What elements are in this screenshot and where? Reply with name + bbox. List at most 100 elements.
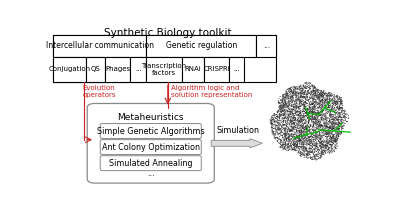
Point bbox=[293, 111, 299, 115]
Point bbox=[334, 117, 341, 121]
Point bbox=[291, 119, 298, 122]
Point bbox=[323, 92, 329, 95]
Point bbox=[312, 156, 318, 159]
Point bbox=[316, 131, 323, 135]
Point bbox=[317, 137, 324, 140]
Point bbox=[271, 112, 277, 116]
Point bbox=[304, 141, 310, 145]
Point bbox=[284, 110, 291, 113]
Point bbox=[292, 117, 298, 120]
Point bbox=[316, 140, 322, 143]
Point bbox=[277, 123, 283, 126]
Point bbox=[332, 145, 339, 149]
Point bbox=[296, 85, 303, 88]
Point bbox=[317, 156, 324, 160]
Point bbox=[305, 139, 311, 143]
Point bbox=[296, 84, 302, 88]
Point bbox=[285, 103, 291, 107]
Point bbox=[304, 120, 310, 124]
Point bbox=[326, 126, 332, 129]
Bar bbox=[130, 57, 146, 82]
Point bbox=[300, 94, 307, 98]
Point bbox=[314, 92, 320, 96]
Point bbox=[323, 120, 329, 124]
Point bbox=[325, 103, 332, 106]
Point bbox=[302, 148, 308, 151]
Point bbox=[290, 126, 296, 129]
Point bbox=[290, 92, 296, 95]
Point bbox=[292, 142, 299, 146]
Point bbox=[277, 145, 283, 149]
Point bbox=[310, 120, 316, 123]
Point bbox=[307, 139, 313, 143]
Point bbox=[286, 129, 292, 133]
Point bbox=[315, 114, 321, 117]
Point bbox=[327, 127, 333, 130]
Point bbox=[286, 134, 292, 138]
Point bbox=[275, 127, 282, 130]
Point bbox=[291, 142, 298, 146]
Point bbox=[319, 118, 325, 122]
Point bbox=[270, 117, 276, 121]
Point bbox=[296, 123, 302, 126]
Point bbox=[328, 121, 334, 125]
Point bbox=[300, 98, 306, 102]
Point bbox=[319, 151, 325, 155]
Point bbox=[328, 140, 334, 143]
Point bbox=[307, 117, 314, 121]
Point bbox=[304, 113, 310, 117]
Point bbox=[271, 121, 278, 124]
Point bbox=[333, 140, 339, 143]
Point bbox=[292, 137, 298, 140]
Point bbox=[326, 113, 333, 117]
Point bbox=[300, 96, 306, 100]
Point bbox=[315, 96, 321, 99]
Point bbox=[312, 129, 318, 133]
Point bbox=[321, 114, 327, 118]
Point bbox=[313, 113, 319, 117]
Point bbox=[339, 107, 345, 110]
Point bbox=[317, 155, 324, 159]
Point bbox=[298, 89, 305, 92]
Point bbox=[314, 157, 320, 161]
Point bbox=[337, 112, 343, 116]
Point bbox=[297, 133, 304, 136]
Point bbox=[316, 127, 323, 131]
Point bbox=[280, 120, 287, 123]
Point bbox=[281, 123, 287, 126]
Point bbox=[274, 118, 281, 121]
Point bbox=[288, 130, 294, 133]
Point bbox=[299, 130, 305, 134]
Point bbox=[306, 128, 313, 132]
Point bbox=[273, 129, 280, 132]
Point bbox=[310, 111, 317, 114]
Point bbox=[317, 145, 324, 148]
Point bbox=[282, 135, 288, 138]
Point bbox=[302, 117, 308, 121]
Point bbox=[332, 102, 339, 105]
Point bbox=[298, 124, 305, 127]
Point bbox=[338, 130, 345, 134]
Point bbox=[335, 115, 342, 119]
Point bbox=[276, 121, 282, 125]
Point bbox=[323, 139, 330, 143]
Point bbox=[301, 156, 308, 159]
Point bbox=[314, 117, 321, 120]
Point bbox=[327, 115, 334, 118]
Point bbox=[293, 90, 300, 94]
Point bbox=[300, 149, 306, 152]
Point bbox=[331, 140, 337, 144]
Point bbox=[338, 122, 344, 125]
Point bbox=[305, 129, 312, 133]
Point bbox=[276, 113, 283, 117]
Point bbox=[330, 115, 336, 118]
Point bbox=[294, 126, 300, 129]
Point bbox=[330, 102, 336, 105]
Point bbox=[314, 127, 320, 131]
Point bbox=[298, 101, 304, 105]
Point bbox=[270, 133, 276, 136]
Point bbox=[293, 106, 299, 109]
Point bbox=[288, 111, 294, 115]
Point bbox=[319, 98, 326, 101]
Point bbox=[292, 148, 299, 152]
